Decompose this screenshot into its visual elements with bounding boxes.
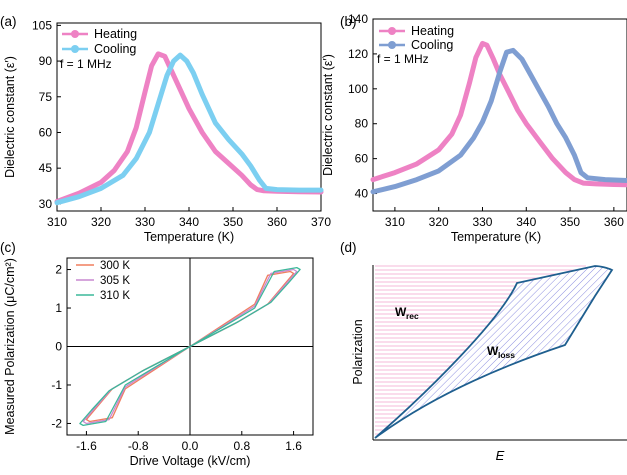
- x-tick-label: 330: [135, 215, 155, 229]
- y-axis-label: Polarization: [351, 319, 365, 384]
- legend-label: Cooling: [94, 42, 136, 56]
- x-tick-label: 350: [560, 215, 580, 229]
- w-loss-label: W: [487, 344, 499, 358]
- legend-label: Heating: [94, 27, 137, 41]
- y-tick-label: 0: [55, 340, 62, 354]
- x-tick-label: 0.0: [182, 439, 199, 453]
- panel-label: (c): [0, 240, 16, 255]
- y-tick-label: 100: [348, 82, 368, 96]
- legend-label: 300 K: [100, 260, 130, 272]
- recoverable-energy-region: [375, 264, 586, 438]
- y-tick-label: 40: [355, 187, 369, 201]
- series-line-310-k: [79, 266, 301, 427]
- y-tick-label: 140: [348, 12, 368, 26]
- x-tick-label: 360: [604, 215, 624, 229]
- y-tick-label: 2: [55, 263, 62, 277]
- plot-frame-b: [372, 18, 627, 212]
- w-rec-subscript: rec: [406, 311, 419, 321]
- panel-label: (b): [340, 14, 357, 29]
- x-tick-label: 320: [91, 215, 111, 229]
- x-axis-label: Temperature (K): [451, 230, 541, 244]
- x-axis-label: Drive Voltage (kV/cm): [130, 454, 251, 468]
- series-line-cooling: [370, 47, 627, 195]
- legend-marker: [71, 30, 79, 38]
- hysteresis-loop-outline: [374, 265, 614, 439]
- legend-marker: [71, 45, 79, 53]
- x-tick-label: 320: [429, 215, 449, 229]
- legend-marker: [388, 41, 396, 49]
- x-tick-label: 340: [516, 215, 536, 229]
- y-tick-label: 120: [348, 47, 368, 61]
- y-tick-label: 105: [32, 18, 52, 32]
- x-tick-label: 330: [472, 215, 492, 229]
- y-tick-label: 60: [355, 152, 369, 166]
- x-tick-label: -1.6: [76, 439, 97, 453]
- loss-energy-region: [375, 266, 612, 438]
- series-line-heating: [54, 51, 324, 204]
- y-tick-label: 90: [39, 54, 53, 68]
- y-axis-label: Measured Polarization (μC/cm²): [3, 258, 17, 435]
- x-axis-label: E: [496, 448, 505, 463]
- legend-label: Heating: [411, 24, 454, 38]
- frequency-annotation: f = 1 MHz: [60, 57, 112, 71]
- series-line-cooling: [54, 52, 324, 206]
- legend-marker: [388, 27, 396, 35]
- y-axis-label: Dielectric constant (ε′): [3, 56, 17, 178]
- frequency-annotation: f = 1 MHz: [377, 52, 429, 66]
- legend-label: 305 K: [100, 275, 130, 287]
- legend-label: Cooling: [411, 38, 453, 52]
- y-axis-label: Dielectric constant (ε′): [321, 54, 335, 176]
- y-tick-label: 1: [55, 301, 62, 315]
- w-rec-label: W: [395, 305, 407, 319]
- y-tick-label: 60: [39, 125, 53, 139]
- x-tick-label: 1.6: [285, 439, 302, 453]
- x-tick-label: 360: [267, 215, 287, 229]
- y-tick-label: 80: [355, 117, 369, 131]
- x-tick-label: 310: [385, 215, 405, 229]
- legend-label: 310 K: [100, 290, 130, 302]
- y-tick-label: 30: [39, 197, 53, 211]
- y-tick-label: -2: [51, 416, 62, 430]
- x-axis-label: Temperature (K): [144, 230, 234, 244]
- y-tick-label: -1: [51, 378, 62, 392]
- y-tick-label: 75: [39, 90, 53, 104]
- x-tick-label: 310: [47, 215, 67, 229]
- x-tick-label: -0.8: [128, 439, 149, 453]
- panel-label: (d): [340, 240, 357, 255]
- x-tick-label: 0.8: [233, 439, 250, 453]
- y-tick-label: 45: [39, 161, 53, 175]
- x-tick-label: 370: [311, 215, 331, 229]
- w-loss-subscript: loss: [498, 350, 515, 360]
- panel-label: (a): [0, 14, 17, 29]
- x-tick-label: 350: [223, 215, 243, 229]
- x-tick-label: 340: [179, 215, 199, 229]
